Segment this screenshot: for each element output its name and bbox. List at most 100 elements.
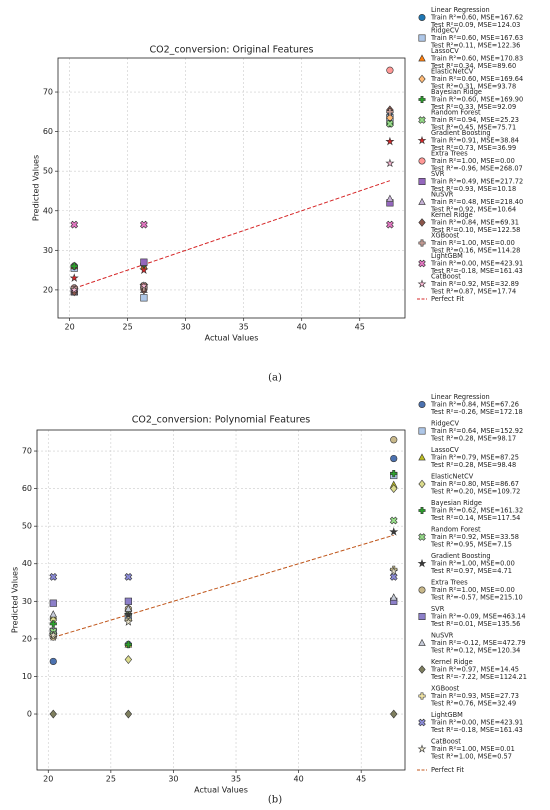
- legend-train: Train R²=0.94, MSE=25.23: [430, 116, 519, 124]
- data-point: [123, 617, 133, 626]
- legend-marker: [418, 197, 426, 205]
- y-tick-label: 40: [22, 559, 32, 568]
- legend-test: Test R²=0.33, MSE=92.09: [430, 103, 516, 111]
- legend-label: Linear Regression: [431, 393, 490, 401]
- perfect-fit-line: [74, 180, 391, 289]
- legend-marker: [418, 718, 426, 727]
- legend-test: Test R²=0.16, MSE=114.28: [430, 247, 520, 255]
- legend-marker: [418, 612, 426, 620]
- legend-marker: [417, 744, 427, 753]
- legend-train: Train R²=0.60, MSE=167.62: [430, 14, 523, 22]
- data-point: [389, 516, 398, 525]
- legend-test: Test R²=0.20, MSE=109.72: [430, 488, 520, 496]
- data-point: [390, 436, 398, 444]
- y-tick-label: 30: [22, 597, 32, 606]
- y-tick-label: 60: [22, 484, 32, 493]
- legend-marker: [418, 586, 426, 594]
- legend-marker: [418, 427, 426, 435]
- y-tick-label: 40: [43, 206, 53, 215]
- legend-train: Train R²=0.79, MSE=87.25: [430, 454, 519, 462]
- legend-test: Test R²=0.95, MSE=7.15: [430, 541, 512, 549]
- legend-test: Test R²=0.09, MSE=124.03: [430, 21, 520, 29]
- legend-marker: [418, 479, 426, 489]
- legend-label: LightGBM: [431, 252, 463, 260]
- legend-test: Test R²=0.01, MSE=135.56: [430, 620, 520, 628]
- legend-train: Train R²=0.64, MSE=152.92: [430, 427, 523, 435]
- legend-test: Test R²=1.00, MSE=0.57: [430, 753, 512, 761]
- legend-marker: [418, 400, 426, 408]
- legend-train: Train R²=0.91, MSE=38.84: [430, 137, 519, 145]
- legend-train: Train R²=0.48, MSE=218.40: [430, 198, 523, 206]
- legend-label: LassoCV: [431, 446, 459, 454]
- legend-marker: [418, 178, 426, 186]
- y-tick-label: 60: [43, 127, 53, 136]
- data-point: [49, 573, 58, 581]
- legend-train: Train R²=0.80, MSE=86.67: [430, 480, 519, 488]
- legend-test: Test R²=0.12, MSE=120.34: [430, 647, 520, 655]
- legend-test: Test R²=0.28, MSE=98.48: [430, 461, 516, 469]
- chart-title: CO2_conversion: Original Features: [149, 45, 313, 56]
- data-point: [123, 609, 133, 619]
- data-point: [386, 194, 394, 202]
- legend-train: Train R²=1.00, MSE=0.00: [430, 239, 515, 247]
- legend-train: Train R²=1.00, MSE=0.00: [430, 157, 515, 165]
- data-point: [49, 709, 57, 719]
- legend-test: Test R²=0.34, MSE=89.60: [430, 62, 516, 70]
- x-tick-label: 25: [106, 775, 116, 784]
- y-tick-label: 10: [22, 672, 32, 681]
- legend-marker: [418, 638, 426, 646]
- data-point: [124, 573, 133, 581]
- legend-train: Train R²=-0.09, MSE=463.14: [430, 613, 526, 621]
- data-point: [386, 108, 394, 116]
- legend-test: Test R²=0.92, MSE=10.64: [430, 206, 516, 214]
- legend-train: Train R²=0.60, MSE=170.83: [430, 55, 523, 63]
- y-tick-label: 70: [22, 447, 32, 456]
- x-tick-label: 25: [123, 323, 133, 332]
- legend-label: ElasticNetCV: [431, 473, 474, 481]
- legend-label: LassoCV: [431, 47, 459, 55]
- data-point: [386, 66, 394, 74]
- perfect-fit-line: [53, 534, 394, 638]
- legend-label: Bayesian Ridge: [431, 499, 482, 507]
- data-point: [124, 655, 133, 664]
- legend-train: Train R²=0.60, MSE=169.64: [430, 75, 523, 83]
- data-point: [140, 258, 148, 266]
- legend-test: Test R²=0.11, MSE=122.36: [430, 42, 520, 50]
- legend-train: Train R²=0.49, MSE=217.72: [430, 178, 523, 186]
- legend-marker: [418, 96, 426, 103]
- legend-label: Random Forest: [431, 109, 481, 117]
- legend-train: Train R²=0.60, MSE=167.63: [430, 34, 523, 42]
- legend-marker: [418, 157, 426, 165]
- caption: (b): [268, 795, 282, 806]
- x-tick-label: 30: [168, 775, 178, 784]
- data-point: [124, 604, 133, 612]
- data-point: [70, 262, 78, 270]
- legend-marker: [418, 533, 426, 541]
- legend-train: Train R²=0.62, MSE=161.32: [430, 507, 523, 515]
- legend-test: Test R²=0.76, MSE=32.49: [430, 700, 516, 708]
- y-tick-label: 20: [22, 634, 32, 643]
- legend-marker: [418, 692, 426, 700]
- legend-train: Train R²=0.97, MSE=14.45: [430, 666, 519, 674]
- legend-marker: [418, 14, 426, 22]
- legend-train: Train R²=0.00, MSE=423.91: [430, 260, 523, 268]
- legend-train: Train R²=0.84, MSE=67.26: [430, 401, 519, 409]
- legend-label: RidgeCV: [431, 27, 459, 35]
- x-tick-label: 45: [355, 323, 365, 332]
- data-point: [389, 593, 398, 601]
- legend-train: Train R²=-0.12, MSE=472.79: [430, 639, 526, 647]
- data-point: [139, 265, 149, 274]
- x-tick-label: 40: [294, 775, 304, 784]
- legend-label: Extra Trees: [431, 150, 468, 158]
- x-tick-label: 20: [43, 775, 53, 784]
- legend-marker: [418, 116, 426, 124]
- chart-title: CO2_conversion: Polynomial Features: [132, 415, 311, 426]
- legend-test: Test R²=-0.18, MSE=161.43: [430, 267, 523, 275]
- x-axis-label: Actual Values: [205, 334, 259, 343]
- data-point: [140, 294, 148, 302]
- caption: (a): [268, 373, 282, 384]
- legend-label: CatBoost: [431, 738, 461, 746]
- data-point: [139, 220, 148, 229]
- legend-label: SVR: [431, 605, 445, 613]
- legend-marker: [418, 506, 426, 515]
